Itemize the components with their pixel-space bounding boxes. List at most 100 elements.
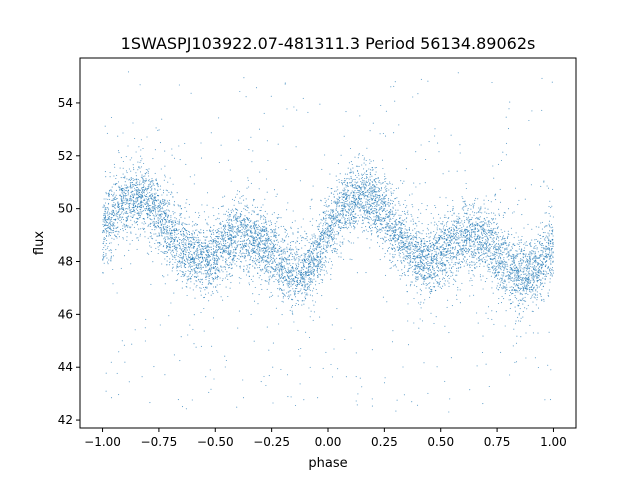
data-point [135,192,137,194]
data-point [382,182,384,184]
data-point [501,254,503,256]
data-point [370,224,372,226]
data-point [548,206,550,208]
data-point [268,282,270,284]
data-point [448,285,450,287]
data-point [375,216,377,218]
data-point [209,256,211,258]
data-point [334,201,336,203]
data-point [264,230,266,232]
data-point [113,238,115,240]
data-point [382,227,385,229]
data-point [339,200,341,202]
data-point [115,215,117,217]
data-point [501,243,503,245]
data-point [142,175,144,177]
data-point [300,262,302,264]
data-point [505,287,507,289]
data-point [419,267,421,269]
data-point [164,374,166,376]
data-point [503,298,505,300]
data-point [374,205,376,208]
data-point [389,253,391,255]
data-point [514,277,516,279]
data-point [363,195,365,198]
data-point [294,293,296,295]
data-point [331,215,333,218]
data-point [382,201,384,203]
data-point [358,165,360,167]
data-point [344,221,346,223]
data-point [309,271,311,273]
data-point [498,253,501,255]
data-point [184,253,186,256]
data-point [201,204,203,206]
data-point [121,211,123,213]
data-point [166,209,168,211]
data-point [471,217,473,219]
data-point [263,250,265,252]
data-point [365,171,367,173]
data-point [268,270,270,272]
data-point [434,221,436,223]
data-point [485,239,487,241]
data-point [176,270,178,272]
data-point [206,204,208,206]
data-point [302,283,304,285]
data-point [365,174,367,176]
data-point [244,228,246,230]
data-point [495,269,497,271]
data-point [278,276,280,278]
data-point [251,234,253,236]
data-point [389,217,391,219]
data-point [506,263,508,265]
data-point [412,248,414,250]
data-point [243,224,245,226]
data-point [531,296,533,298]
data-point [550,262,552,264]
data-point [186,294,188,297]
data-point [170,191,172,193]
data-point [193,314,195,316]
data-point [436,254,438,256]
data-point [361,223,363,225]
data-point [138,190,140,192]
data-point [307,283,309,285]
data-point [389,226,391,228]
data-point [408,229,410,232]
data-point [524,198,526,200]
data-point [425,254,427,256]
data-point [472,229,474,231]
data-point [110,361,112,363]
data-point [425,282,427,285]
data-point [371,191,373,193]
data-point [436,259,438,261]
data-point [508,243,510,245]
data-point [452,257,454,259]
data-point [327,246,329,248]
data-point [346,228,348,230]
data-point [171,232,174,234]
data-point [182,273,184,276]
data-point [350,170,352,172]
data-point [404,237,406,239]
data-point [284,251,286,253]
data-point [296,273,298,275]
data-point [518,248,520,250]
data-point [366,201,368,203]
data-point [227,246,230,248]
data-point [229,237,231,239]
data-point [491,223,493,225]
data-point [336,231,338,233]
data-point [168,233,170,235]
data-point [213,261,215,263]
data-point [350,202,352,204]
data-point [252,237,254,239]
data-point [340,228,342,230]
data-point [243,244,245,246]
data-point [529,282,532,284]
data-point [193,239,195,241]
data-point [404,255,406,257]
data-point [137,161,139,163]
data-point [366,206,368,208]
